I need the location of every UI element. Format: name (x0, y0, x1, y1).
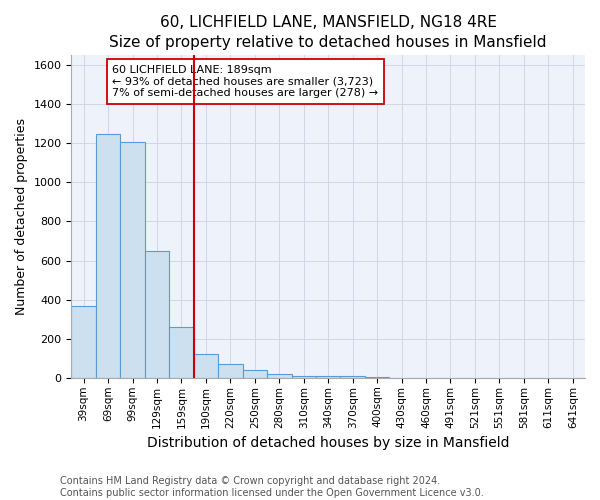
Bar (218, 364, 242, 378)
Bar (169, 327, 194, 378)
Bar (121, 142, 145, 378)
Bar (194, 354, 218, 378)
Title: 60, LICHFIELD LANE, MANSFIELD, NG18 4RE
Size of property relative to detached ho: 60, LICHFIELD LANE, MANSFIELD, NG18 4RE … (109, 15, 547, 50)
Text: Contains HM Land Registry data © Crown copyright and database right 2024.
Contai: Contains HM Land Registry data © Crown c… (60, 476, 484, 498)
Bar (292, 376, 316, 378)
Bar (365, 377, 389, 378)
Y-axis label: Number of detached properties: Number of detached properties (15, 118, 28, 315)
Bar (267, 374, 292, 378)
Bar (96, 134, 121, 378)
Bar (145, 251, 169, 378)
Text: 60 LICHFIELD LANE: 189sqm
← 93% of detached houses are smaller (3,723)
7% of sem: 60 LICHFIELD LANE: 189sqm ← 93% of detac… (112, 65, 379, 98)
X-axis label: Distribution of detached houses by size in Mansfield: Distribution of detached houses by size … (147, 436, 509, 450)
Bar (316, 376, 340, 378)
Bar (242, 370, 267, 378)
Bar (340, 376, 365, 378)
Bar (71, 306, 96, 378)
